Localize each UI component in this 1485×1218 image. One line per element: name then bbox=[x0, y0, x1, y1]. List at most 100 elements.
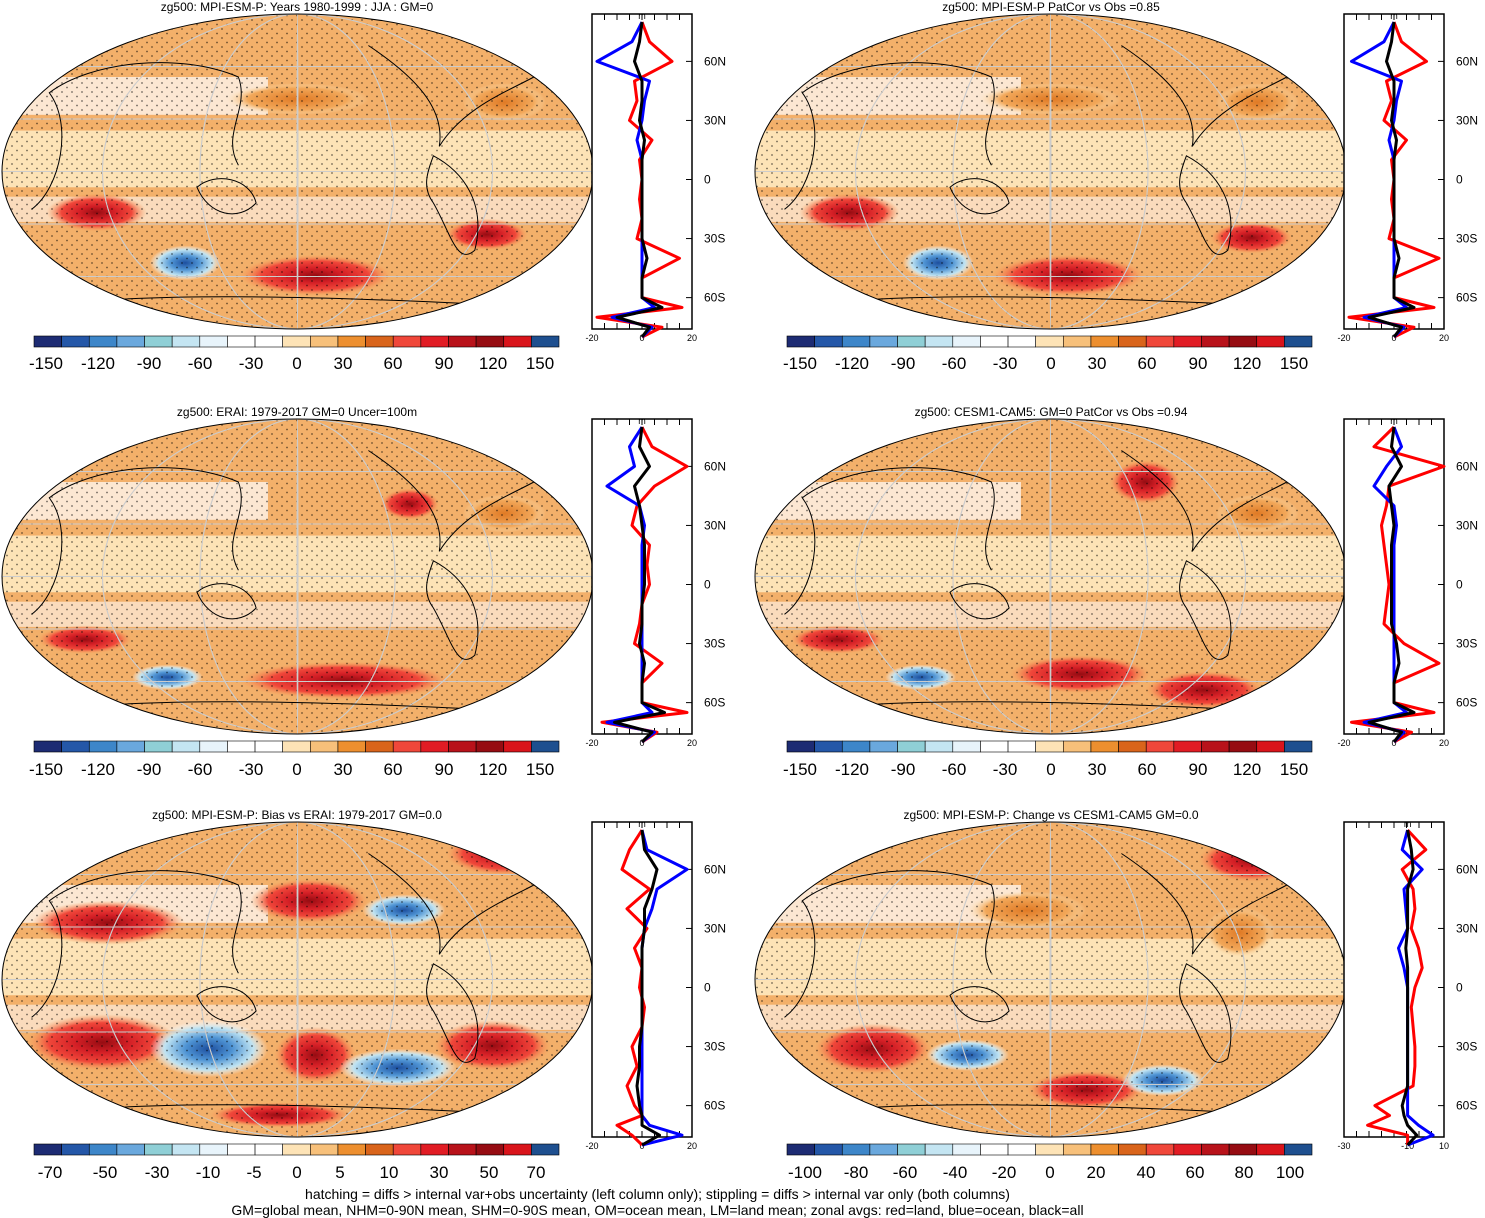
colorbar-swatch bbox=[448, 335, 477, 348]
colorbar-tick: 80 bbox=[1235, 1163, 1254, 1182]
footnote-line-1: hatching = diffs > internal var+obs unce… bbox=[305, 1186, 1010, 1202]
map-field bbox=[2, 419, 593, 734]
colorbar-swatch bbox=[841, 740, 871, 753]
colorbar-swatch bbox=[980, 335, 1009, 348]
colorbar-swatch bbox=[1118, 1143, 1147, 1156]
colorbar-tick: 0 bbox=[1046, 760, 1055, 779]
all-zonal-mean-line bbox=[1400, 829, 1419, 1147]
colorbar-tick: 0 bbox=[1045, 1163, 1054, 1182]
colorbar-tick: 60 bbox=[1138, 354, 1157, 373]
zonal-lat-label: 60S bbox=[1456, 1099, 1477, 1113]
colorbar-tick: 120 bbox=[479, 354, 507, 373]
colorbar-tick: -10 bbox=[196, 1163, 221, 1182]
colorbar-swatch bbox=[1201, 1143, 1230, 1156]
colorbar-tick: -70 bbox=[38, 1163, 63, 1182]
coastline bbox=[1179, 560, 1232, 660]
graticule-meridian bbox=[296, 419, 299, 734]
colorbar-swatch bbox=[116, 740, 145, 753]
colorbar-swatch bbox=[531, 1143, 560, 1156]
zonal-lat-label: 60S bbox=[704, 1099, 725, 1113]
colorbar-swatch bbox=[1256, 335, 1285, 348]
graticule-meridian bbox=[101, 419, 494, 734]
panel-title: zg500: CESM1-CAM5: GM=0 PatCor vs Obs =0… bbox=[915, 405, 1188, 419]
colorbar-tick: 20 bbox=[1087, 1163, 1106, 1182]
zonal-lat-label: 30S bbox=[1456, 637, 1477, 651]
colorbar-swatch bbox=[897, 1143, 926, 1156]
zonal-lat-label: 30N bbox=[704, 113, 726, 127]
zonal-unit-label: m bbox=[1404, 819, 1412, 829]
coastline bbox=[426, 155, 479, 255]
colorbar-tick: 0 bbox=[292, 760, 301, 779]
colorbar-swatch bbox=[1284, 740, 1313, 753]
colorbar-swatch bbox=[531, 335, 560, 348]
coastline bbox=[368, 450, 535, 552]
colorbar-swatch bbox=[924, 740, 954, 753]
colorbar-swatch bbox=[1035, 1143, 1064, 1156]
coastline bbox=[1121, 853, 1288, 955]
colorbar-tick: -30 bbox=[239, 760, 264, 779]
colorbar-tick: -30 bbox=[993, 760, 1018, 779]
colorbar-swatch bbox=[1173, 1143, 1202, 1156]
colorbar-tick: 150 bbox=[526, 760, 554, 779]
zonal-unit-label: m bbox=[1390, 11, 1398, 21]
zonal-x-tick-label: 20 bbox=[687, 738, 697, 748]
colorbar-swatch bbox=[392, 740, 422, 753]
zonal-lat-label: 30N bbox=[1456, 113, 1478, 127]
colorbar-tick: 5 bbox=[335, 1163, 344, 1182]
colorbar-swatch bbox=[924, 335, 954, 348]
colorbar-tick: -50 bbox=[93, 1163, 118, 1182]
colorbar-tick: -150 bbox=[29, 354, 63, 373]
colorbar-swatch bbox=[365, 1143, 394, 1156]
colorbar-swatch bbox=[227, 335, 256, 348]
panel-1: zg500: MPI-ESM-P: Years 1980-1999 : JJA … bbox=[1, 0, 726, 348]
colorbar-swatch bbox=[475, 335, 505, 348]
graticule-meridian bbox=[952, 14, 1149, 329]
colorbar-swatch bbox=[282, 335, 311, 348]
zonal-lat-label: 30S bbox=[704, 637, 725, 651]
colorbar-swatch bbox=[1063, 335, 1092, 348]
zonal-lat-label: 60S bbox=[704, 696, 725, 710]
coastline bbox=[949, 583, 1010, 620]
colorbar-tick: -120 bbox=[81, 354, 115, 373]
colorbar-swatch bbox=[227, 1143, 256, 1156]
colorbar-tick: -90 bbox=[891, 760, 916, 779]
colorbar-swatch bbox=[1256, 1143, 1285, 1156]
colorbar-tick: 0 bbox=[292, 1163, 301, 1182]
colorbar-swatch bbox=[924, 1143, 954, 1156]
all-zonal-mean-line bbox=[1367, 21, 1416, 338]
graticule-meridian bbox=[952, 419, 1149, 734]
colorbar-swatch bbox=[1173, 740, 1202, 753]
colorbar-swatch bbox=[365, 740, 394, 753]
panel-title: zg500: MPI-ESM-P PatCor vs Obs =0.85 bbox=[942, 0, 1160, 14]
coastline bbox=[949, 986, 1010, 1023]
coastline bbox=[196, 178, 257, 215]
colorbar-swatch bbox=[980, 740, 1009, 753]
graticule-meridian bbox=[854, 822, 1247, 1137]
zonal-mean-plot: -20 0 20 m 60N 30N 0 30S 60S bbox=[585, 416, 726, 748]
colorbar-swatch bbox=[199, 335, 228, 348]
colorbar-tick: -150 bbox=[783, 760, 817, 779]
coastline bbox=[368, 45, 535, 147]
colorbar-swatch bbox=[282, 740, 311, 753]
colorbar-swatch bbox=[310, 1143, 339, 1156]
colorbar-tick: -120 bbox=[81, 760, 115, 779]
colorbar-swatch bbox=[841, 1143, 871, 1156]
zonal-x-tick-label: -10 bbox=[1401, 1141, 1414, 1151]
colorbar-tick: 90 bbox=[1189, 760, 1208, 779]
colorbar-swatch bbox=[116, 335, 145, 348]
colorbar-tick: -60 bbox=[188, 354, 213, 373]
colorbar-tick: -150 bbox=[29, 760, 63, 779]
panel-5: zg500: MPI-ESM-P: Bias vs ERAI: 1979-201… bbox=[1, 808, 726, 1156]
panel-title: zg500: MPI-ESM-P: Years 1980-1999 : JJA … bbox=[161, 0, 434, 14]
colorbar-tick: 60 bbox=[384, 354, 403, 373]
zonal-x-tick-label: 20 bbox=[1439, 333, 1449, 343]
coastline bbox=[949, 178, 1010, 215]
zonal-lat-label: 60N bbox=[1456, 862, 1478, 876]
graticule-meridian bbox=[296, 822, 299, 1137]
colorbar-swatch bbox=[392, 335, 422, 348]
colorbar-swatch bbox=[897, 740, 926, 753]
map-field bbox=[2, 14, 593, 329]
colorbar-swatch bbox=[171, 740, 201, 753]
coastline bbox=[196, 986, 257, 1023]
colorbar-tick: -30 bbox=[239, 354, 264, 373]
